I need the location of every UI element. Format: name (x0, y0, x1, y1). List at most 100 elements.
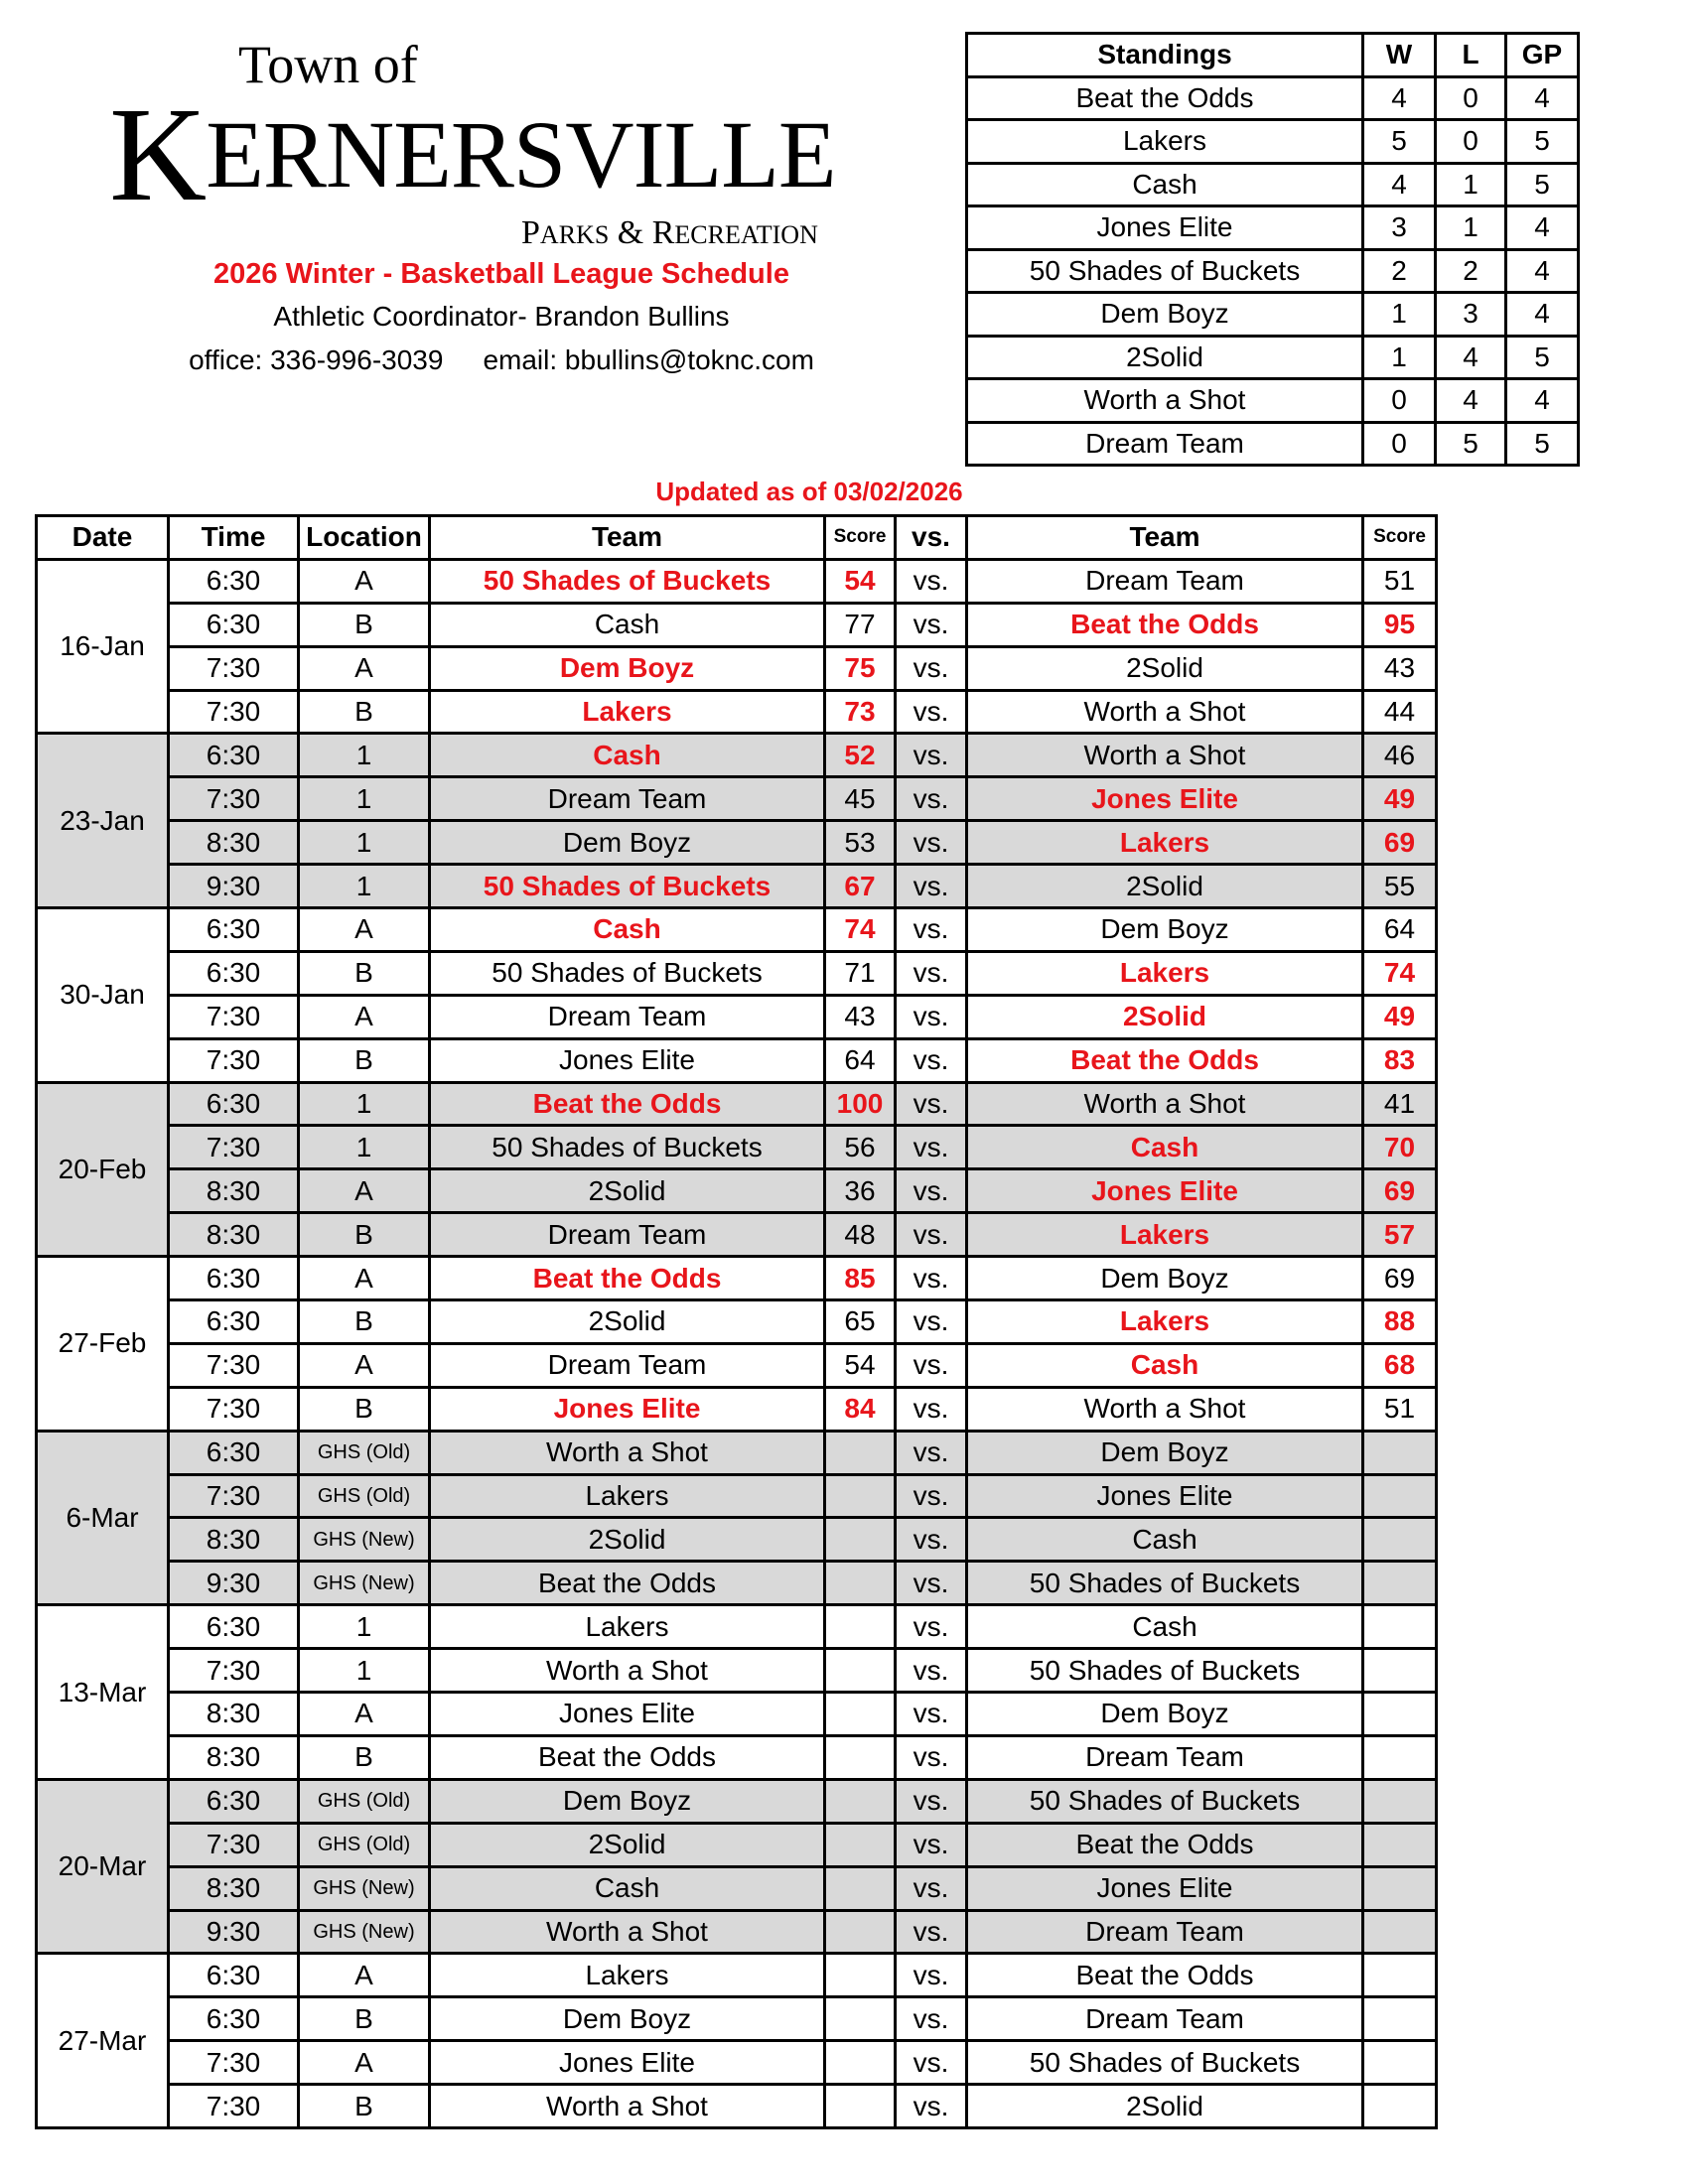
game-location: A (297, 557, 431, 605)
game-location: A (297, 2039, 431, 2087)
home-team: 2Solid (428, 1821, 826, 1868)
home-score (823, 2083, 897, 2129)
schedule-header-cell: vs. (894, 514, 968, 561)
away-team: Beat the Odds (965, 1821, 1364, 1868)
vs-label: vs. (894, 1691, 968, 1737)
home-score: 73 (823, 688, 897, 736)
losses: 0 (1434, 74, 1507, 121)
vs-label: vs. (894, 1341, 968, 1389)
away-team: 2Solid (965, 2083, 1364, 2129)
away-team: Worth a Shot (965, 1385, 1364, 1433)
game-time: 6:30 (167, 1298, 300, 1345)
home-score: 65 (823, 1298, 897, 1345)
away-score: 44 (1361, 688, 1438, 736)
team-name: Worth a Shot (965, 377, 1364, 424)
home-team: Dem Boyz (428, 644, 826, 692)
home-team: Beat the Odds (428, 1733, 826, 1781)
game-date: 16-Jan (35, 557, 170, 736)
game-time: 7:30 (167, 2039, 300, 2087)
away-team: Worth a Shot (965, 732, 1364, 779)
game-date: 20-Mar (35, 1777, 170, 1956)
home-team: Beat the Odds (428, 1560, 826, 1607)
game-row: 8:30 A Jones Elite vs. Dem Boyz (37, 1691, 1438, 1737)
games-played: 5 (1504, 161, 1580, 207)
game-time: 7:30 (167, 1385, 300, 1433)
wins: 1 (1361, 291, 1437, 338)
game-row: 8:30 B Dream Team 48 vs. Lakers 57 (37, 1211, 1438, 1259)
home-team: Worth a Shot (428, 1647, 826, 1695)
vs-label: vs. (894, 1952, 968, 1999)
losses: 3 (1434, 291, 1507, 338)
team-name: Dem Boyz (965, 291, 1364, 338)
home-team: Dem Boyz (428, 1995, 826, 2043)
away-team: Beat the Odds (965, 1952, 1364, 1999)
game-location: 1 (297, 775, 431, 823)
home-score: 53 (823, 819, 897, 867)
vs-label: vs. (894, 1603, 968, 1651)
game-date: 30-Jan (35, 906, 170, 1084)
away-team: 50 Shades of Buckets (965, 1777, 1364, 1825)
away-score: 51 (1361, 1385, 1438, 1433)
game-location: A (297, 644, 431, 692)
team-name: Dream Team (965, 420, 1364, 467)
kernersville-logo: Town of KERNERSVILLE PARKS & RECREATION (99, 34, 874, 254)
game-row: 7:30 B Worth a Shot vs. 2Solid (37, 2083, 1438, 2129)
away-score: 69 (1361, 1255, 1438, 1302)
game-location: A (297, 906, 431, 953)
away-score: 64 (1361, 906, 1438, 953)
standings-row: Lakers 5 0 5 (965, 118, 1580, 165)
wins: 4 (1361, 161, 1437, 207)
away-score: 49 (1361, 775, 1438, 823)
home-team: 50 Shades of Buckets (428, 557, 826, 605)
vs-label: vs. (894, 1255, 968, 1302)
game-time: 8:30 (167, 1516, 300, 1564)
away-team: Cash (965, 1124, 1364, 1171)
game-row: 27-Feb 6:30 A Beat the Odds 85 vs. Dem Boyz 69 (35, 1255, 1438, 1433)
game-row: 6:30 B Dem Boyz vs. Dream Team (37, 1995, 1438, 2043)
game-location: 1 (297, 732, 431, 779)
game-row: 6:30 B Cash 77 vs. Beat the Odds 95 (37, 601, 1438, 648)
game-row: 8:30 GHS (New) Cash vs. Jones Elite (37, 1864, 1438, 1912)
game-row: 23-Jan 6:30 1 Cash 52 vs. Worth a Shot 46 (35, 732, 1438, 910)
game-time: 7:30 (167, 1124, 300, 1171)
schedule-header-cell: Team (428, 514, 826, 561)
away-team: Jones Elite (965, 1167, 1364, 1215)
away-score (1361, 2083, 1438, 2129)
away-team: 50 Shades of Buckets (965, 2039, 1364, 2087)
away-score: 51 (1361, 557, 1438, 605)
game-time: 7:30 (167, 1472, 300, 1520)
home-score (823, 1516, 897, 1564)
game-row: 9:30 GHS (New) Worth a Shot vs. Dream Team (37, 1908, 1438, 1956)
game-row: 7:30 A Jones Elite vs. 50 Shades of Buckets (37, 2039, 1438, 2087)
game-row: 8:30 A 2Solid 36 vs. Jones Elite 69 (37, 1167, 1438, 1215)
game-location: 1 (297, 819, 431, 867)
game-location: GHS (New) (297, 1864, 431, 1912)
away-score (1361, 1864, 1438, 1912)
home-team: Lakers (428, 1952, 826, 1999)
home-team: Lakers (428, 688, 826, 736)
game-time: 6:30 (167, 1603, 300, 1651)
away-score: 41 (1361, 1080, 1438, 1128)
game-location: B (297, 688, 431, 736)
home-score: 77 (823, 601, 897, 648)
vs-label: vs. (894, 1733, 968, 1781)
away-team: Lakers (965, 949, 1364, 997)
losses: 2 (1434, 247, 1507, 294)
away-score (1361, 1952, 1438, 1999)
vs-label: vs. (894, 1211, 968, 1259)
home-score: 74 (823, 906, 897, 953)
game-location: 1 (297, 1647, 431, 1695)
home-team: 2Solid (428, 1167, 826, 1215)
home-score: 45 (823, 775, 897, 823)
away-score (1361, 2039, 1438, 2087)
home-team: Jones Elite (428, 2039, 826, 2087)
away-score (1361, 1647, 1438, 1695)
schedule-header-cell: Location (297, 514, 431, 561)
away-score: 70 (1361, 1124, 1438, 1171)
game-time: 9:30 (167, 1908, 300, 1956)
home-score: 52 (823, 732, 897, 779)
game-time: 8:30 (167, 1733, 300, 1781)
away-team: 2Solid (965, 993, 1364, 1040)
game-location: 1 (297, 1124, 431, 1171)
game-row: 9:30 1 50 Shades of Buckets 67 vs. 2Solid 55 (37, 863, 1438, 910)
